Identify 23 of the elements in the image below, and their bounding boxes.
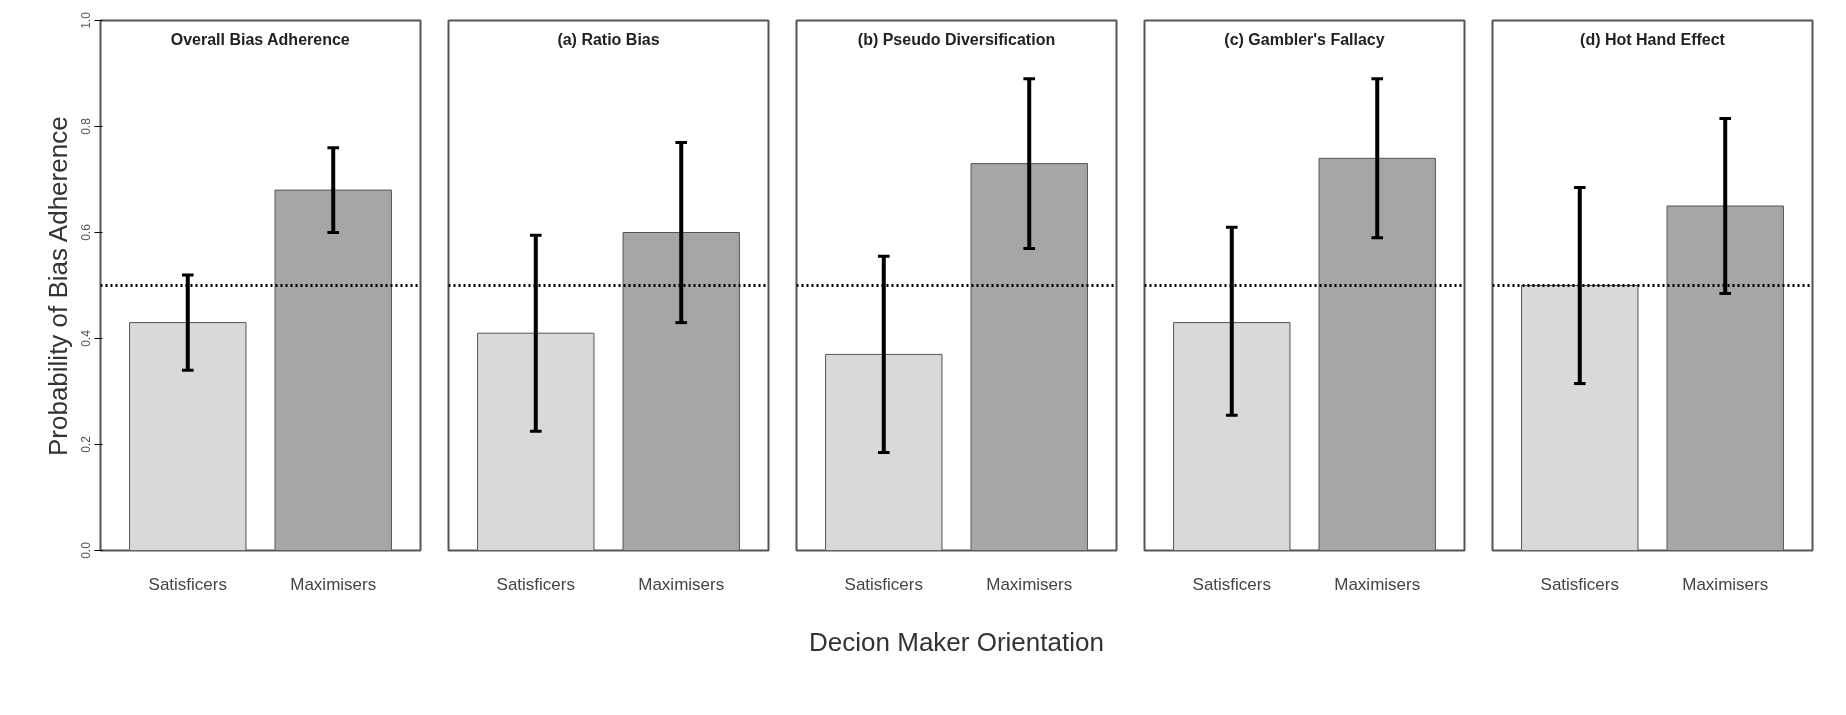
- x-tick-label: Maximisers: [638, 574, 725, 594]
- x-tick-label: Maximisers: [986, 574, 1073, 594]
- y-tick-label: 0.6: [78, 223, 93, 241]
- x-tick-label: Satisficers: [1192, 574, 1271, 594]
- text: (d) Hot Hand Effect: [1580, 30, 1726, 48]
- text: Overall Bias Adherence: [170, 30, 350, 48]
- x-tick-label: Satisficers: [148, 574, 227, 594]
- y-tick-label: 0.8: [78, 117, 93, 135]
- text: (b) Pseudo Diversification: [857, 30, 1056, 48]
- x-tick-label: Satisficers: [1540, 574, 1619, 594]
- x-tick-label: Satisficers: [844, 574, 923, 594]
- y-tick-label: 0.0: [78, 541, 93, 559]
- x-tick-label: Maximisers: [1682, 574, 1769, 594]
- y-tick-label: 0.2: [78, 435, 93, 453]
- x-tick-label: Satisficers: [496, 574, 575, 594]
- y-axis-title: Probability of Bias Adherence: [42, 116, 73, 457]
- x-tick-label: Maximisers: [290, 574, 377, 594]
- text: (c) Gambler's Fallacy: [1224, 30, 1385, 48]
- text: (a) Ratio Bias: [557, 30, 660, 48]
- y-tick-label: 0.4: [78, 329, 93, 347]
- x-axis-title: Decion Maker Orientation: [809, 626, 1104, 657]
- y-tick-label: 1.0: [78, 11, 93, 29]
- x-tick-label: Maximisers: [1334, 574, 1421, 594]
